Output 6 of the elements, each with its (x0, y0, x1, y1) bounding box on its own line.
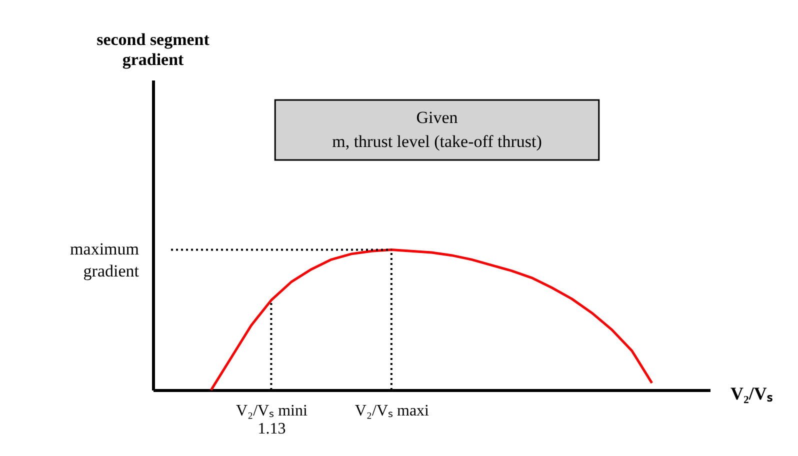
ref-line-label: maximum gradient (70, 240, 140, 281)
text: Given m, thrust level (take-off thrust) (332, 108, 542, 151)
x-axis-title: V₂/Vₛ (730, 384, 773, 404)
x-tick-label: V₂/Vₛ maxi (354, 402, 430, 420)
text: second segment gradient (96, 30, 210, 69)
x-tick-label: V₂/Vₛ mini 1.13 (236, 402, 308, 438)
